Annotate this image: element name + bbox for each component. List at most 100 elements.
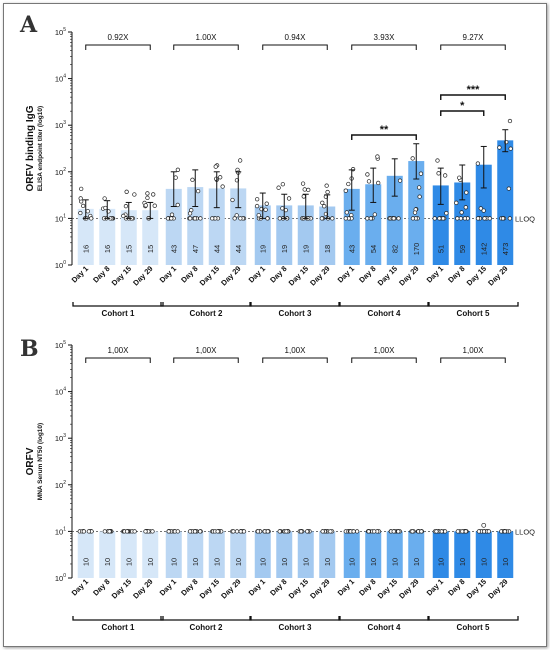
data-point bbox=[366, 179, 372, 184]
data-point bbox=[190, 177, 195, 182]
bar bbox=[454, 531, 471, 578]
bar-value-label: 10 bbox=[458, 558, 467, 566]
cohort-label: Cohort 4 bbox=[368, 623, 401, 632]
bar-value-label: 43 bbox=[169, 245, 178, 253]
data-point bbox=[195, 188, 201, 194]
data-point bbox=[457, 175, 462, 180]
significance-label: * bbox=[460, 100, 465, 112]
data-point bbox=[500, 216, 506, 221]
data-point bbox=[475, 216, 481, 221]
bar-value-label: 15 bbox=[124, 245, 133, 253]
bar-value-label: 47 bbox=[191, 245, 200, 253]
bar-value-label: 44 bbox=[212, 245, 221, 253]
data-point bbox=[79, 186, 84, 192]
lloq-label: LLOQ bbox=[515, 214, 535, 223]
data-point bbox=[481, 522, 487, 528]
data-point bbox=[507, 216, 512, 221]
data-point bbox=[455, 216, 460, 221]
data-point bbox=[462, 216, 468, 221]
data-point bbox=[86, 529, 92, 534]
y-tick-label: 103 bbox=[55, 433, 66, 443]
day-label: Day 29 bbox=[486, 264, 509, 287]
data-point bbox=[410, 529, 415, 534]
bar-value-label: 19 bbox=[301, 245, 310, 253]
data-point bbox=[464, 190, 469, 195]
data-point bbox=[89, 216, 94, 221]
bar bbox=[254, 531, 271, 578]
bar bbox=[208, 188, 225, 265]
cohort-group: 10 Day 1 10 Day 8 10 Day 15 10 Day 29 1,00X Cohor… bbox=[247, 346, 341, 632]
cohort-group: 10 Day 1 10 Day 8 10 Day 15 10 Day 29 1,00X Cohor… bbox=[70, 346, 164, 632]
bar-value-label: 473 bbox=[501, 243, 510, 256]
data-point bbox=[192, 529, 198, 534]
fold-change-label: 0.92X bbox=[108, 33, 130, 42]
cohort-axis-line bbox=[427, 616, 519, 621]
data-point bbox=[265, 529, 270, 534]
day-label: Day 29 bbox=[219, 577, 242, 600]
bar-value-label: 10 bbox=[191, 558, 200, 566]
data-point bbox=[443, 173, 448, 178]
bar bbox=[230, 188, 247, 265]
data-point bbox=[444, 211, 449, 216]
cohort-label: Cohort 3 bbox=[279, 309, 312, 318]
data-point bbox=[391, 216, 396, 221]
data-point bbox=[234, 529, 240, 534]
data-point bbox=[478, 206, 483, 211]
data-point bbox=[418, 171, 424, 176]
bar-value-label: 10 bbox=[369, 558, 378, 566]
data-point bbox=[81, 203, 86, 209]
data-point bbox=[320, 200, 325, 205]
cohort-label: Cohort 2 bbox=[190, 309, 223, 318]
data-point bbox=[192, 216, 198, 221]
cohort-label: Cohort 4 bbox=[368, 309, 401, 318]
data-point bbox=[299, 529, 304, 534]
data-point bbox=[277, 216, 282, 221]
data-point bbox=[354, 529, 360, 534]
data-point bbox=[255, 529, 261, 534]
data-point bbox=[476, 529, 482, 534]
data-point bbox=[506, 186, 511, 191]
day-label: Day 8 bbox=[446, 577, 467, 598]
bar-value-label: 10 bbox=[81, 558, 90, 566]
bar bbox=[319, 531, 336, 578]
cohort-label: Cohort 5 bbox=[457, 623, 490, 632]
data-point bbox=[432, 216, 437, 221]
data-point bbox=[396, 529, 401, 534]
data-point bbox=[330, 216, 335, 221]
bar-value-label: 18 bbox=[323, 245, 332, 253]
bar bbox=[99, 531, 116, 578]
data-point bbox=[286, 196, 292, 201]
day-label: Day 29 bbox=[397, 264, 420, 287]
y-tick-label: 104 bbox=[55, 74, 66, 84]
data-point bbox=[132, 192, 137, 197]
cohort-label: Cohort 1 bbox=[102, 623, 135, 632]
day-label: Day 8 bbox=[268, 264, 289, 285]
cohort-axis-line bbox=[249, 616, 341, 621]
panel-letter: A bbox=[19, 12, 38, 38]
data-point bbox=[328, 529, 333, 534]
data-point bbox=[198, 529, 203, 534]
cohort-group: 43 Day 1 54 Day 8 82 Day 15 170 Day 29 3.93X Coho… bbox=[336, 33, 430, 318]
bar bbox=[432, 531, 449, 578]
bar bbox=[365, 531, 382, 578]
day-label: Day 1 bbox=[425, 577, 446, 598]
data-point bbox=[143, 203, 148, 208]
data-point bbox=[188, 216, 193, 221]
day-label: Day 15 bbox=[465, 264, 488, 287]
data-point bbox=[102, 196, 107, 201]
cohort-axis-line bbox=[338, 616, 430, 621]
bar-value-label: 59 bbox=[458, 245, 467, 253]
data-point bbox=[508, 146, 513, 151]
data-point bbox=[85, 209, 90, 214]
data-point bbox=[175, 167, 181, 172]
cohort-axis-line bbox=[338, 302, 430, 307]
day-label: Day 8 bbox=[179, 577, 200, 598]
data-point bbox=[277, 529, 282, 534]
data-point bbox=[264, 201, 269, 206]
data-point bbox=[263, 207, 268, 212]
data-point bbox=[220, 184, 225, 189]
bar bbox=[99, 208, 116, 265]
bar-value-label: 10 bbox=[146, 558, 155, 566]
bar-value-label: 43 bbox=[347, 245, 356, 253]
bar-value-label: 10 bbox=[103, 558, 112, 566]
